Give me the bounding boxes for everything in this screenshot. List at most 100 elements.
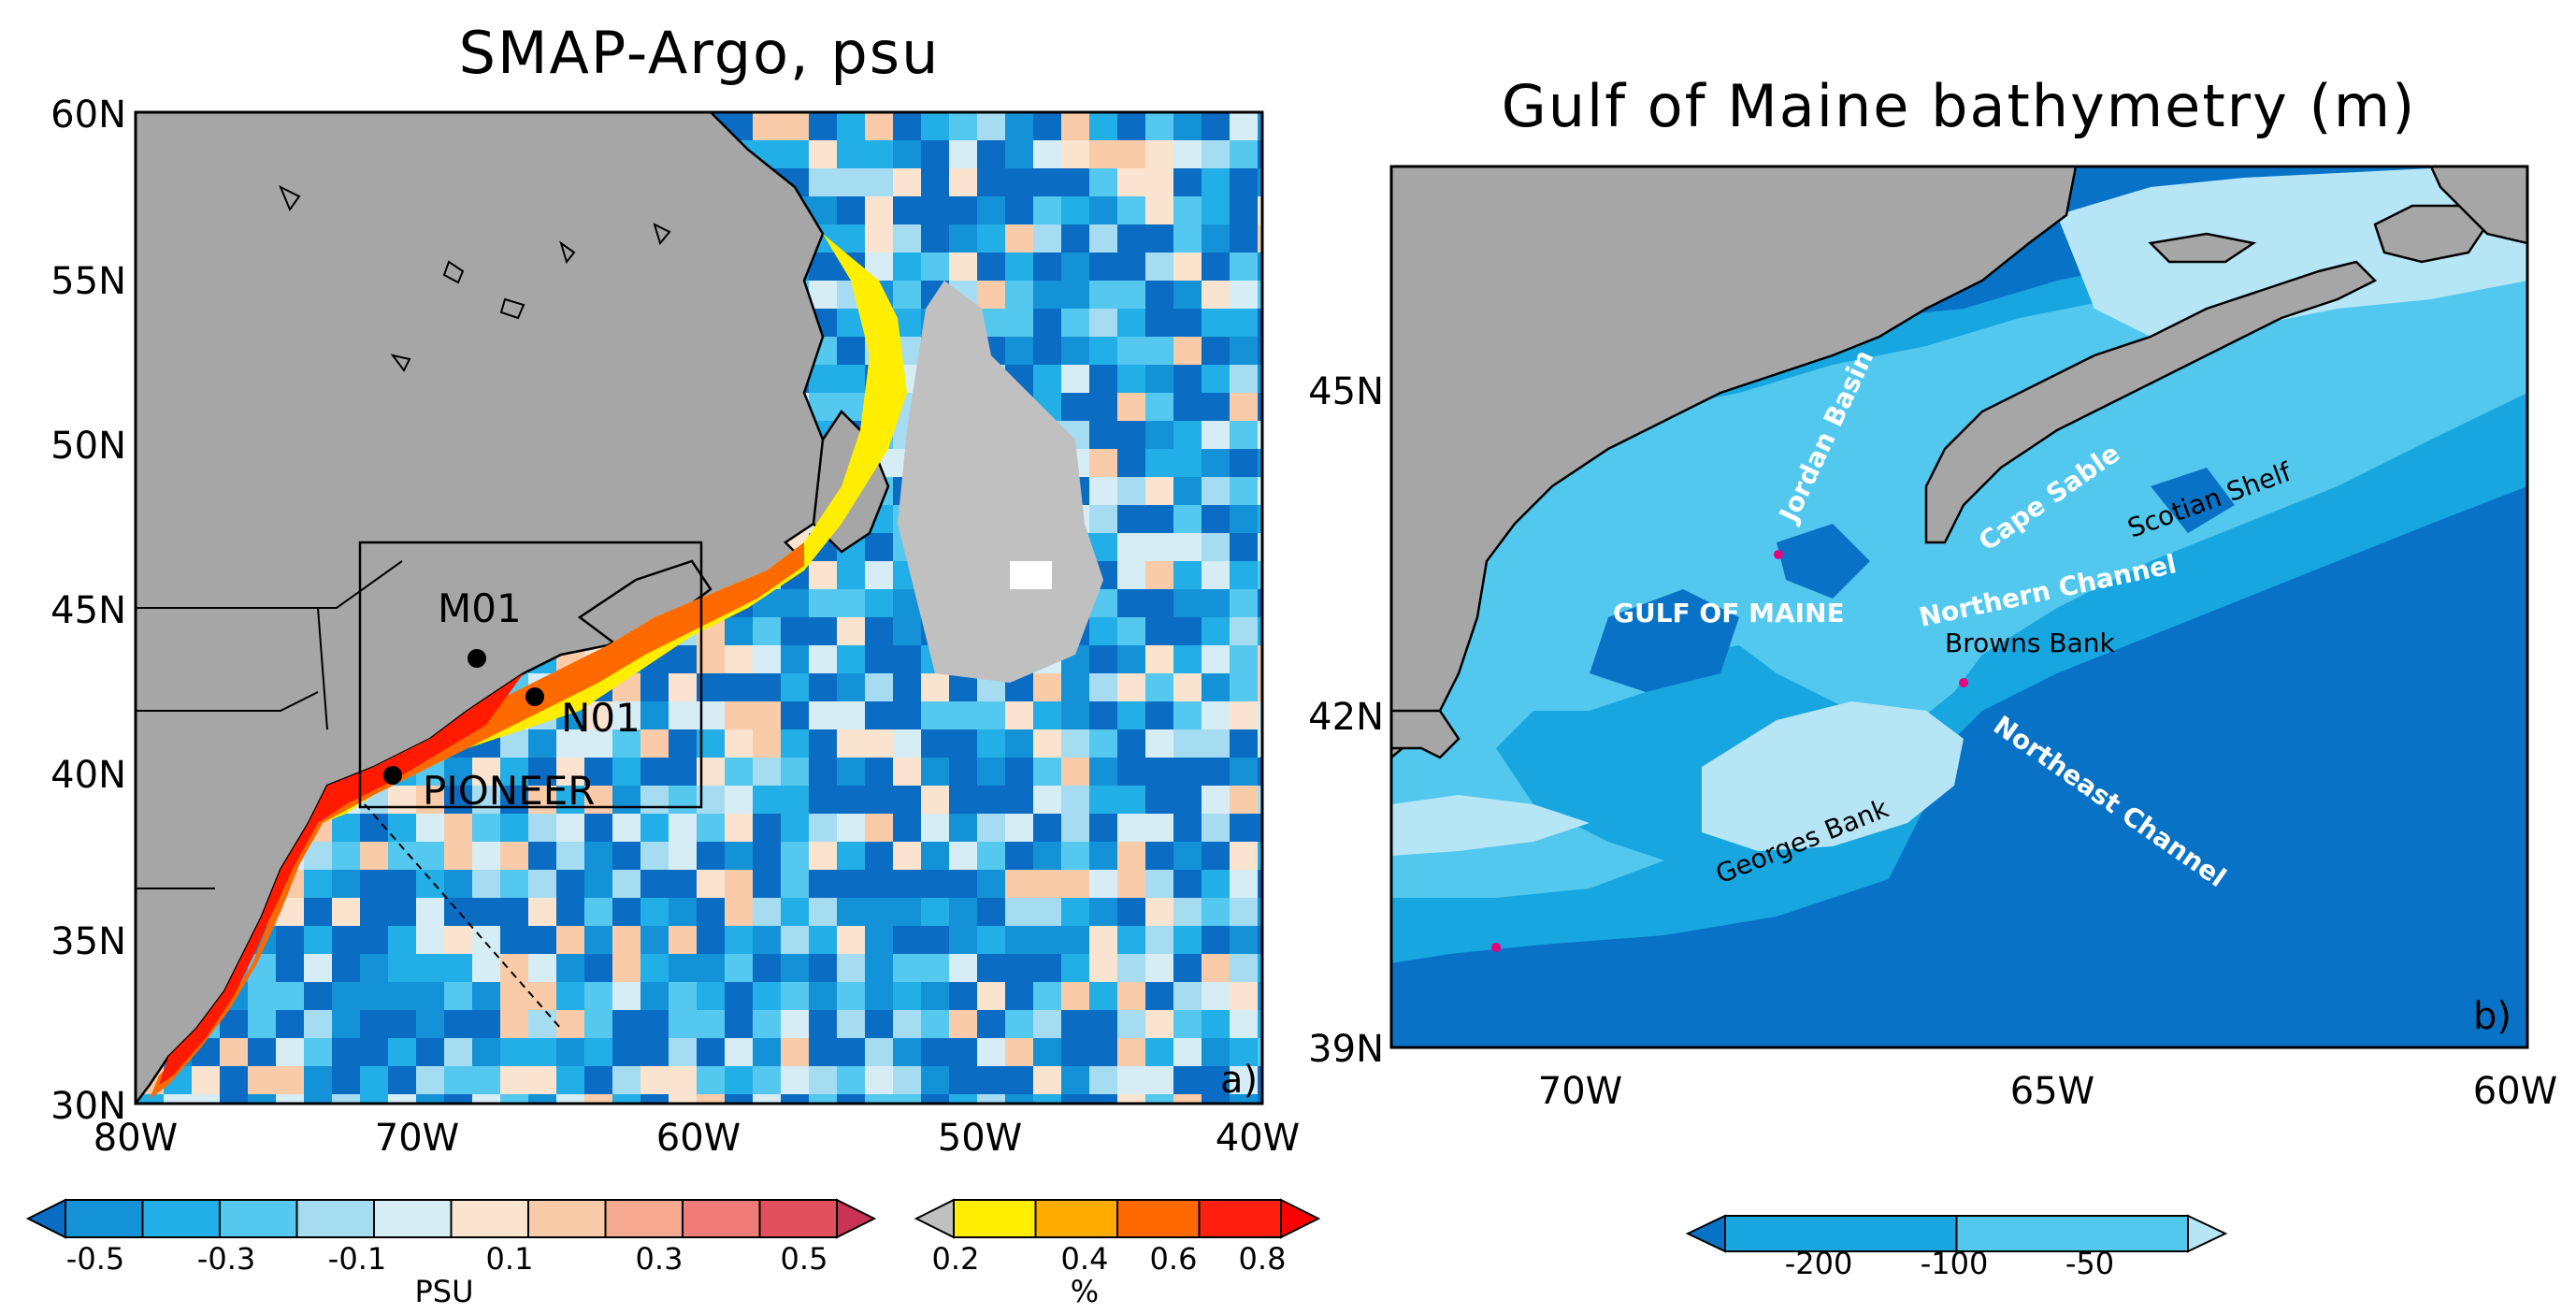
grid-cell <box>1230 365 1258 393</box>
grid-cell <box>1089 1010 1117 1038</box>
salinity-bar-segment <box>450 1199 529 1238</box>
grid-cell <box>921 1010 949 1038</box>
grid-cell <box>1173 309 1202 337</box>
grid-cell <box>781 617 809 645</box>
grid-cell <box>1145 645 1173 673</box>
grid-cell <box>1230 505 1258 533</box>
grid-cell <box>837 701 865 729</box>
grid-cell <box>977 842 1005 870</box>
grid-cell <box>1005 337 1033 365</box>
grid-cell <box>500 926 528 954</box>
grid-cell <box>893 253 921 281</box>
lon-tick: 60W <box>2473 1070 2557 1113</box>
grid-cell <box>640 926 669 954</box>
grid-cell <box>584 758 612 786</box>
grid-cell <box>1033 729 1061 758</box>
grid-cell <box>556 1066 584 1094</box>
grid-cell <box>612 758 640 786</box>
grid-cell <box>1061 1066 1089 1094</box>
grid-cell <box>893 1066 921 1094</box>
depth-bar-low-arrow <box>1685 1214 1726 1253</box>
grid-cell <box>837 758 865 786</box>
grid-cell <box>753 112 781 140</box>
grid-cell <box>893 168 921 196</box>
grid-cell <box>444 1010 472 1038</box>
grid-cell <box>500 1066 528 1094</box>
grid-cell <box>1173 673 1202 701</box>
grid-cell <box>977 168 1005 196</box>
grid-cell <box>949 842 977 870</box>
grid-cell <box>1145 561 1173 589</box>
grid-cell <box>921 982 949 1010</box>
grid-cell <box>1117 926 1145 954</box>
grid-cell <box>1202 701 1230 729</box>
grid-cell <box>1258 982 1262 1010</box>
grid-cell <box>1061 309 1089 337</box>
grid-cell <box>669 758 697 786</box>
grid-cell <box>1033 365 1061 393</box>
grid-cell <box>1033 337 1061 365</box>
grid-cell <box>1117 561 1145 589</box>
grid-cell <box>725 729 753 758</box>
grid-cell <box>921 758 949 786</box>
grid-cell <box>1005 814 1033 842</box>
boundaries <box>136 560 403 889</box>
land-cape-cod <box>1391 709 1461 759</box>
grid-cell <box>1061 253 1089 281</box>
grid-cell <box>276 1066 304 1094</box>
grid-cell <box>893 645 921 673</box>
grid-cell <box>1230 1010 1258 1038</box>
grid-cell <box>669 786 697 814</box>
grid-cell <box>669 1094 697 1104</box>
grid-cell <box>1258 954 1262 982</box>
grid-cell <box>837 224 865 253</box>
grid-cell <box>977 224 1005 253</box>
grid-cell <box>1230 729 1258 758</box>
grid-cell <box>472 1010 500 1038</box>
grid-cell <box>949 701 977 729</box>
grid-cell <box>1033 140 1061 168</box>
grid-cell <box>725 1010 753 1038</box>
grid-cell <box>1173 814 1202 842</box>
grid-cell <box>865 1066 893 1094</box>
grid-cell <box>360 898 388 926</box>
grid-cell <box>1145 982 1173 1010</box>
grid-cell <box>304 898 332 926</box>
grid-cell <box>1089 281 1117 309</box>
grid-cell <box>164 1094 192 1104</box>
grid-cell <box>669 645 697 673</box>
grid-cell <box>1258 505 1262 533</box>
grid-cell <box>1173 140 1202 168</box>
grid-cell <box>753 1066 781 1094</box>
grid-cell <box>781 1038 809 1066</box>
grid-cell <box>893 224 921 253</box>
grid-cell <box>865 140 893 168</box>
grid-cell <box>612 729 640 758</box>
grid-cell <box>697 1066 725 1094</box>
grid-cell <box>781 898 809 926</box>
grid-cell <box>781 673 809 701</box>
grid-cell <box>1061 758 1089 786</box>
grid-cell <box>697 1094 725 1104</box>
grid-cell <box>640 982 669 1010</box>
grid-cell <box>725 982 753 1010</box>
grid-cell <box>725 926 753 954</box>
grid-cell <box>893 701 921 729</box>
grid-cell <box>1145 926 1173 954</box>
panel-a-frame <box>134 110 1264 1105</box>
grid-cell <box>977 926 1005 954</box>
colorbar-percent: 0.2 0.4 0.6 0.8 % <box>914 1198 1321 1309</box>
grid-cell <box>1089 365 1117 393</box>
grid-cell <box>1117 1038 1145 1066</box>
grid-cell <box>1117 196 1145 224</box>
grid-cell <box>472 870 500 898</box>
grid-cell <box>697 898 725 926</box>
coastal-percent-band-red <box>159 673 524 1085</box>
grid-cell <box>669 842 697 870</box>
grid-cell <box>1230 842 1258 870</box>
cb-tick: 0.4 <box>1061 1241 1109 1277</box>
grid-cell <box>332 814 360 842</box>
grid-cell <box>584 842 612 870</box>
grid-cell <box>1005 758 1033 786</box>
grid-cell <box>556 1038 584 1066</box>
